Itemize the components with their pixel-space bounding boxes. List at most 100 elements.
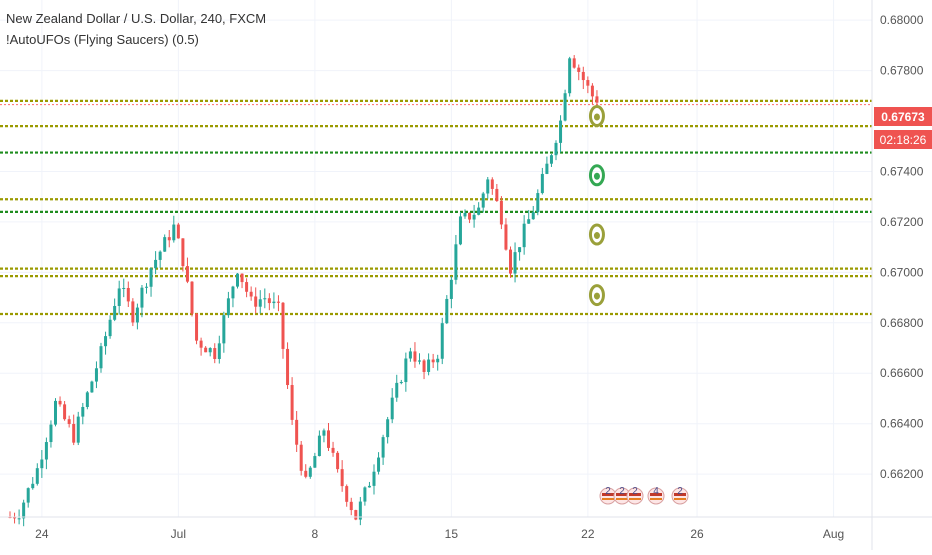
y-tick-label: 0.66400 bbox=[880, 417, 924, 431]
candle-body bbox=[258, 299, 262, 307]
candle-body bbox=[195, 313, 199, 341]
event-count-label: 2 bbox=[605, 486, 611, 497]
candle-body bbox=[72, 423, 76, 443]
event-flag-stripe bbox=[602, 493, 614, 496]
candle-body bbox=[108, 319, 112, 337]
candle-body bbox=[404, 358, 408, 383]
x-tick-label: 26 bbox=[690, 527, 704, 541]
candle-body bbox=[358, 501, 362, 520]
candle-body bbox=[226, 298, 230, 316]
candle-body bbox=[131, 301, 135, 323]
candle-body bbox=[158, 251, 162, 260]
countdown-text: 02:18:26 bbox=[880, 133, 927, 147]
x-tick-label: Jul bbox=[171, 527, 186, 541]
candle-body bbox=[336, 452, 340, 470]
candle-body bbox=[145, 286, 148, 288]
y-tick-label: 0.67000 bbox=[880, 265, 924, 279]
candle-body bbox=[568, 58, 572, 94]
candle-body bbox=[327, 430, 330, 448]
candle-body bbox=[58, 400, 62, 405]
candle-body bbox=[540, 173, 544, 194]
ufo-marker bbox=[588, 223, 605, 246]
candle-body bbox=[399, 382, 403, 384]
candle-body bbox=[436, 358, 440, 363]
candle-body bbox=[490, 179, 494, 189]
candle-body bbox=[486, 179, 490, 194]
y-tick-label: 0.68000 bbox=[880, 13, 924, 27]
candle-body bbox=[390, 397, 394, 420]
candle-body bbox=[504, 224, 508, 250]
event-flag-stripe bbox=[674, 493, 686, 496]
candle-body bbox=[276, 301, 280, 303]
candle-body bbox=[185, 266, 189, 282]
candle-body bbox=[477, 207, 481, 215]
candle-body bbox=[54, 400, 57, 425]
candle-body bbox=[208, 348, 212, 353]
candle-body bbox=[418, 360, 421, 362]
candle-body bbox=[249, 291, 253, 297]
event-flag-stripe bbox=[602, 498, 614, 500]
ufo-marker bbox=[588, 284, 605, 307]
event-flag-stripe bbox=[650, 493, 662, 496]
candle-body bbox=[167, 237, 171, 241]
candle-body bbox=[349, 501, 353, 511]
candle-body bbox=[254, 296, 258, 307]
candle-body bbox=[408, 351, 412, 359]
candle-body bbox=[76, 416, 80, 443]
candle-body bbox=[513, 252, 517, 274]
candle-body bbox=[554, 142, 558, 156]
candle-body bbox=[499, 201, 503, 225]
candle-body bbox=[549, 155, 553, 164]
candle-body bbox=[149, 268, 153, 287]
candle-body bbox=[217, 343, 221, 359]
candle-body bbox=[454, 244, 458, 280]
y-tick-label: 0.66800 bbox=[880, 316, 924, 330]
candle-body bbox=[527, 219, 531, 224]
candle-body bbox=[213, 348, 217, 359]
candle-body bbox=[449, 279, 453, 299]
candle-body bbox=[481, 193, 485, 208]
candle-body bbox=[263, 298, 267, 300]
candle-body bbox=[199, 340, 203, 348]
ufo-marker bbox=[588, 164, 605, 187]
candle-body bbox=[90, 381, 94, 393]
candle-body bbox=[536, 193, 540, 213]
indicator-label[interactable]: !AutoUFOs (Flying Saucers) (0.5) bbox=[6, 32, 199, 47]
y-tick-label: 0.67200 bbox=[880, 215, 924, 229]
candle-body bbox=[22, 502, 26, 519]
candle-body bbox=[317, 435, 321, 457]
ufo-marker bbox=[588, 105, 605, 128]
candle-body bbox=[126, 287, 130, 302]
candle-body bbox=[13, 517, 17, 519]
candle-body bbox=[154, 259, 158, 269]
event-count-label: 2 bbox=[632, 486, 638, 497]
candle-body bbox=[245, 282, 249, 292]
x-tick-label: 15 bbox=[445, 527, 459, 541]
ufo-marker-core bbox=[593, 172, 600, 180]
candle-body bbox=[272, 301, 276, 304]
candle-body bbox=[308, 467, 312, 477]
candle-body bbox=[26, 488, 30, 503]
y-tick-label: 0.66200 bbox=[880, 467, 924, 481]
x-tick-label: 8 bbox=[312, 527, 319, 541]
y-tick-label: 0.67800 bbox=[880, 64, 924, 78]
candle-body bbox=[304, 470, 308, 477]
x-tick-label: 24 bbox=[35, 527, 49, 541]
last-price-text: 0.67673 bbox=[881, 110, 925, 124]
candle-body bbox=[35, 468, 39, 484]
candle-body bbox=[81, 406, 85, 417]
candle-body bbox=[577, 67, 581, 72]
candle-body bbox=[286, 348, 290, 386]
candle-body bbox=[49, 424, 53, 443]
candle-body bbox=[377, 457, 381, 472]
event-flag-stripe bbox=[616, 498, 628, 500]
candle-body bbox=[563, 93, 567, 121]
candle-body bbox=[295, 419, 299, 445]
candle-body bbox=[586, 80, 590, 86]
candle-body bbox=[367, 485, 371, 488]
candle-body bbox=[176, 224, 180, 239]
last-price-badge bbox=[874, 107, 932, 126]
candle-body bbox=[172, 224, 176, 241]
